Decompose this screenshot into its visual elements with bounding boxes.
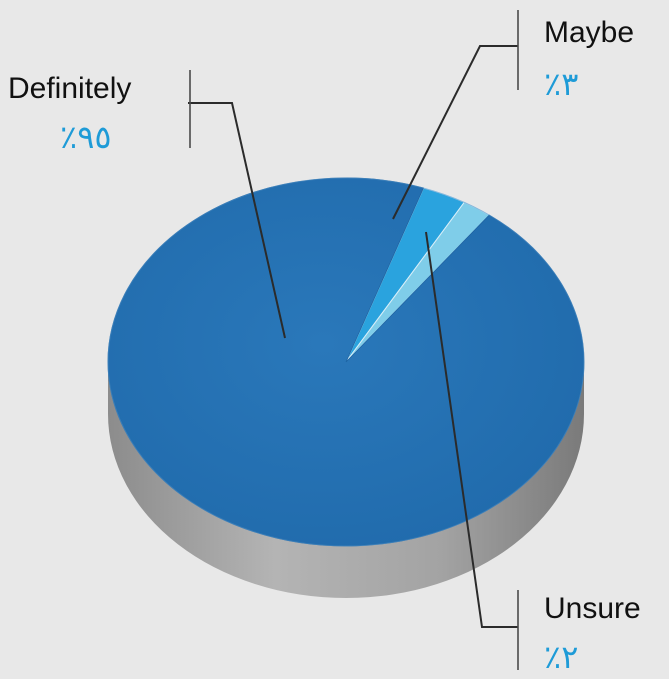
- label-group-unsure: Unsure ٪٢: [425, 231, 641, 676]
- value-label-maybe: ٪٣: [544, 65, 578, 103]
- category-label-maybe: Maybe: [544, 16, 634, 49]
- leader-line-unsure: [425, 231, 518, 628]
- label-group-maybe: Maybe ٪٣: [392, 10, 634, 220]
- category-label-unsure: Unsure: [544, 592, 641, 625]
- value-label-unsure: ٪٢: [544, 638, 578, 676]
- pie-rim: [107, 177, 585, 547]
- pie-side-wall: [108, 362, 584, 598]
- pie-slice-definitely: [107, 177, 585, 547]
- leader-line-definitely: [188, 102, 286, 339]
- value-label-definitely: ٪٩٥: [60, 118, 112, 156]
- leader-line-maybe: [392, 45, 518, 220]
- pie-layer: [107, 177, 585, 598]
- label-group-definitely: Definitely ٪٩٥: [8, 70, 286, 339]
- category-label-definitely: Definitely: [8, 72, 131, 105]
